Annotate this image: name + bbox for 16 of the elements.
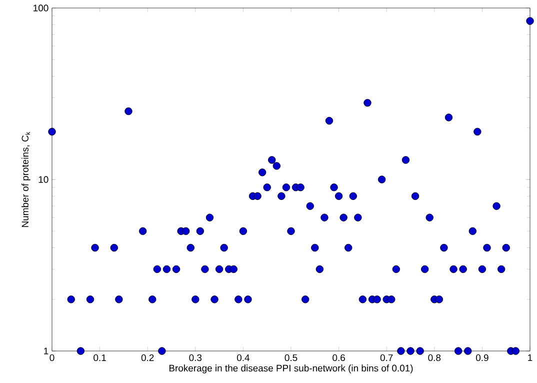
x-tick-label: 0.6 (332, 354, 345, 362)
x-tick-label: 0.1 (94, 354, 106, 362)
x-tick-label: 0.8 (428, 354, 441, 362)
x-tick-label: 0.3 (189, 354, 202, 362)
y-tick-label: 10 (38, 176, 48, 183)
y-tick-label: 1 (44, 348, 48, 354)
x-tick-label: 1 (528, 354, 532, 361)
x-tick-label: 0.7 (380, 354, 393, 362)
x-tick-label: 0.2 (141, 354, 154, 362)
x-tick-label: 0 (50, 354, 54, 362)
x-tick-label: 0.5 (284, 354, 298, 362)
x-axis-title: Brokerage in the disease PPI sub-network (in bins of 0.01) (169, 364, 413, 374)
x-tick-label: 0.4 (237, 354, 250, 362)
y-tick-label: 100 (34, 4, 48, 12)
y-axis-title: Number of proteins, C$_{k}$ (22, 132, 30, 227)
x-tick-label: 0.9 (476, 354, 488, 362)
